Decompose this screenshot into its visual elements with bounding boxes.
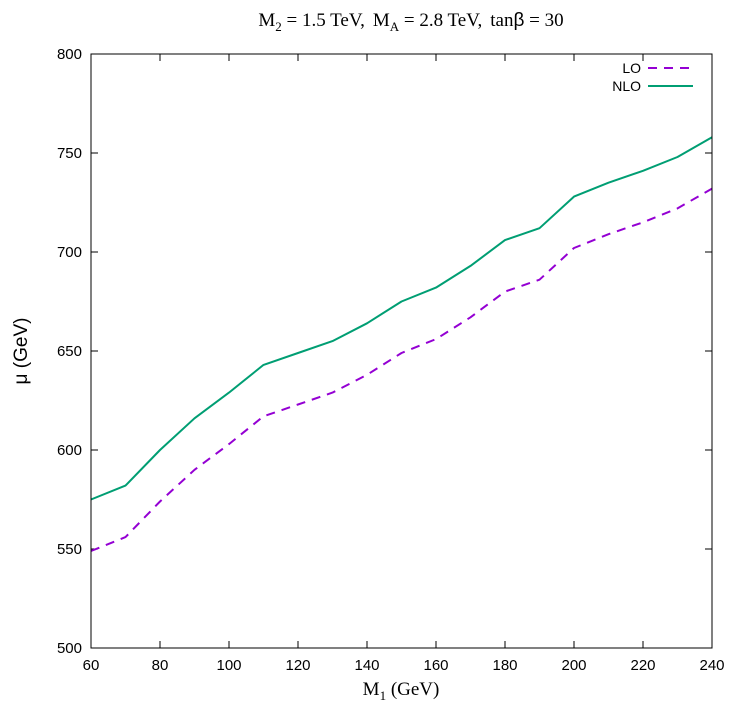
y-tick-label: 750 (57, 145, 82, 162)
series-layer (90, 136, 713, 552)
chart-title: M2 = 1.5 TeV, MA = 2.8 TeV, tanβ = 30 (258, 10, 563, 34)
legend-label-nlo: NLO (612, 78, 641, 94)
y-tick-label: 500 (57, 640, 82, 657)
y-tick-label: 600 (57, 442, 82, 459)
y-axis-title: μ (GeV) (11, 318, 32, 385)
plot-frame (90, 53, 713, 649)
title-ma-sub: A (390, 19, 400, 34)
series-line-lo (90, 187, 713, 552)
x-tick-label: 60 (83, 657, 100, 674)
x-tick-label: 140 (354, 657, 379, 674)
x-tick-label: 180 (492, 657, 517, 674)
title-ma-main: M (373, 10, 390, 31)
y-axis-ticks: 500 550 600 650 700 750 800 (57, 46, 712, 657)
x-tick-label: 240 (699, 657, 724, 674)
x-axis-title-rest: (GeV) (386, 679, 439, 700)
title-tan: tan (490, 10, 514, 31)
legend-label-lo: LO (622, 60, 641, 76)
series-line-nlo (90, 136, 713, 501)
title-beta: β (513, 10, 524, 31)
title-m2-sub: 2 (275, 19, 282, 34)
y-tick-label: 550 (57, 541, 82, 558)
x-axis-title: M1 (GeV) (363, 679, 440, 703)
y-tick-label: 700 (57, 244, 82, 261)
title-ma-rest: = 2.8 TeV, (399, 10, 482, 31)
x-axis-ticks: 60 80 100 120 140 160 180 200 220 240 (83, 54, 725, 674)
x-tick-label: 160 (423, 657, 448, 674)
title-m2-rest: = 1.5 TeV, (282, 10, 365, 31)
y-tick-label: 800 (57, 46, 82, 63)
legend: LO NLO (612, 60, 693, 94)
x-tick-label: 80 (152, 657, 169, 674)
title-tan-rest: = 30 (524, 10, 563, 31)
x-tick-label: 100 (216, 657, 241, 674)
x-tick-label: 200 (561, 657, 586, 674)
x-tick-label: 220 (630, 657, 655, 674)
title-m2-main: M (258, 10, 275, 31)
y-tick-label: 650 (57, 343, 82, 360)
x-axis-title-main: M (363, 679, 380, 700)
x-tick-label: 120 (285, 657, 310, 674)
x-axis-title-sub: 1 (380, 688, 387, 703)
